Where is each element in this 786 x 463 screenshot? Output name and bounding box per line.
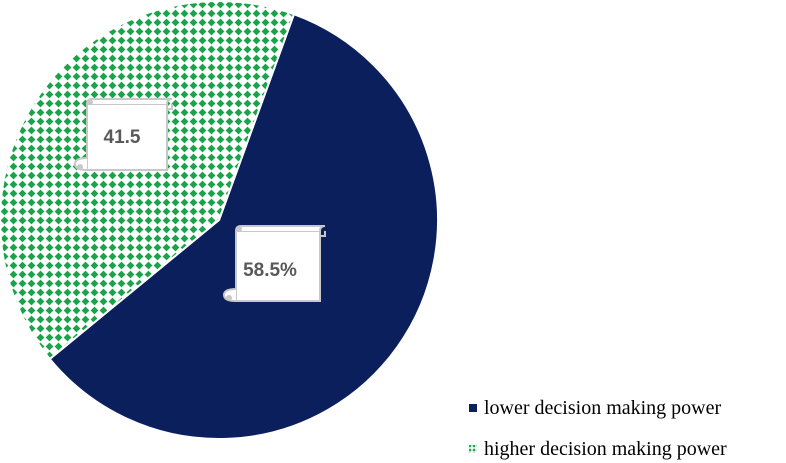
legend-swatch-higher — [469, 445, 477, 453]
slice-label-higher-text: 41.5 — [104, 127, 141, 148]
legend-label-lower: lower decision making power — [484, 397, 721, 419]
slice-label-lower-decision: 58.5% — [222, 225, 326, 302]
legend-label-higher: higher decision making power — [484, 438, 727, 460]
slice-label-higher-decision: 41.5 — [73, 98, 173, 171]
legend-item-lower: lower decision making power — [469, 397, 721, 419]
legend: lower decision making power higher decis… — [469, 397, 727, 460]
legend-swatch-lower — [469, 404, 477, 412]
pie-slices — [0, 0, 439, 440]
legend-item-higher: higher decision making power — [469, 438, 727, 460]
pie-slice-higher-decision — [0, 0, 296, 361]
slice-label-lower-text: 58.5% — [243, 260, 297, 281]
